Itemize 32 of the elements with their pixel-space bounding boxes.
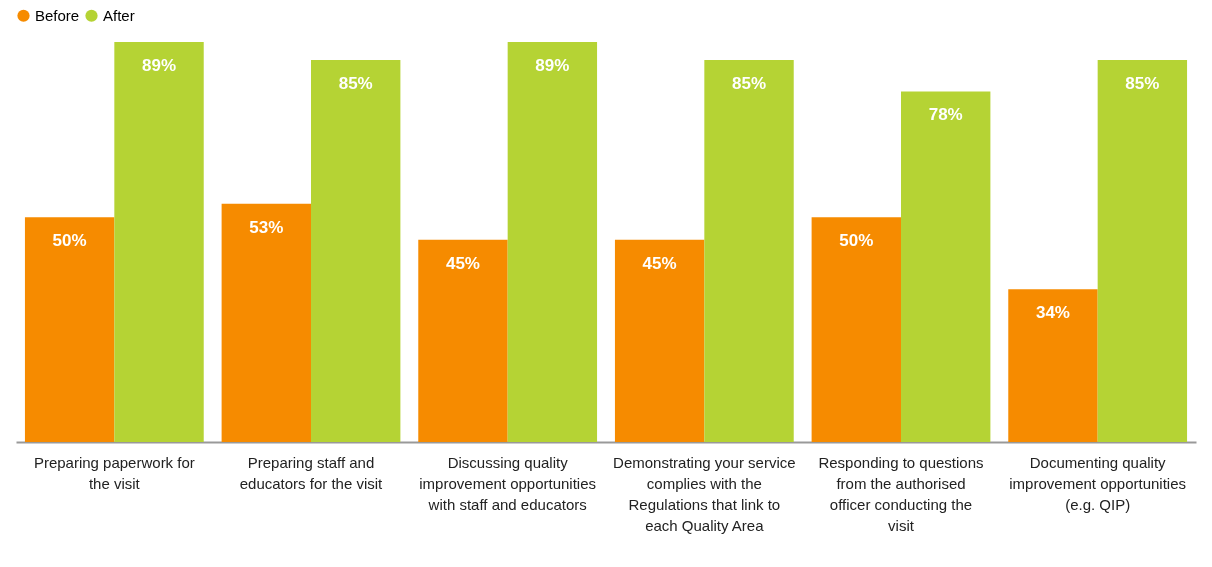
bar [901,91,991,442]
legend-label: Before [35,6,80,24]
data-label: 34% [1035,303,1070,323]
bar [1097,59,1188,442]
bar [1008,289,1098,442]
x-tick-label: Discussing quality improvement opportunities with staff and educators [419,454,597,513]
x-tick-label: Demonstrating your service complies with the Regulations that link to each Quality Area [613,454,796,534]
bar [24,217,115,442]
data-label: 78% [928,105,963,125]
data-label: 50% [52,231,87,251]
bar [221,203,311,442]
data-label: 85% [1125,73,1160,93]
data-label: 53% [249,217,284,237]
x-tick-label: Documenting quality improvement opportunities (e.g. QIP) [1009,454,1187,513]
x-tick-label: Responding to questions from the authorised officer conducting the visit [818,454,984,534]
data-label: 45% [445,253,480,273]
x-tick-label: Preparing staff and educators for the visit [239,454,384,492]
data-label: 89% [535,56,570,75]
data-label: 85% [338,73,373,93]
bar [114,42,204,442]
data-label: 85% [732,73,767,93]
bar [614,239,705,442]
data-label: 45% [642,253,677,273]
bar [507,42,598,442]
data-label: 50% [839,231,874,251]
data-label: 89% [142,56,177,75]
x-tick-label: Preparing paperwork for the visit [33,454,195,492]
bar [311,59,401,442]
bar [811,217,901,442]
bar [418,239,508,442]
legend-label: After [103,6,135,24]
bar [704,59,794,442]
